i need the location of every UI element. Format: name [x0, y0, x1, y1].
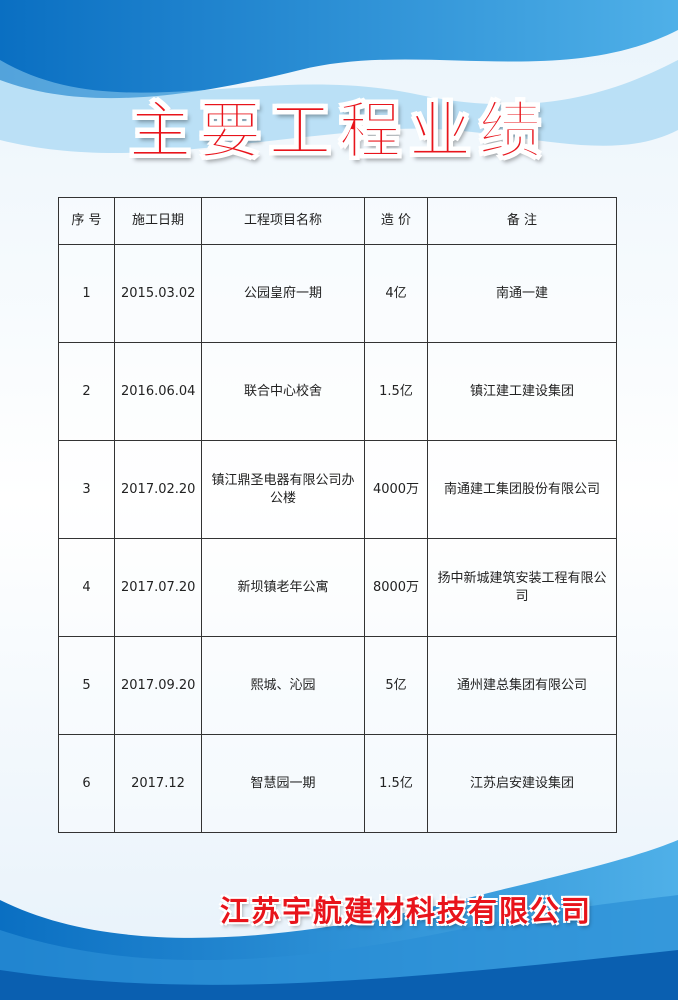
table-cell: 2016.06.04	[114, 342, 202, 441]
table-cell: 5	[58, 636, 115, 735]
table-cell: 2017.09.20	[114, 636, 202, 735]
table-cell: 6	[58, 734, 115, 833]
table-cell: 联合中心校舍	[201, 342, 365, 441]
table-cell: 新坝镇老年公寓	[201, 538, 365, 637]
table-cell: 江苏启安建设集团	[427, 734, 617, 833]
table-cell: 2015.03.02	[114, 244, 202, 343]
table-cell: 2017.07.20	[114, 538, 202, 637]
table-cell: 2017.02.20	[114, 440, 202, 539]
company-name: 江苏宇航建材科技有限公司	[220, 894, 593, 928]
table-cell: 公园皇府一期	[201, 244, 365, 343]
title: 主要工程业绩	[128, 94, 549, 168]
column-header: 工程项目名称	[201, 197, 365, 245]
table-cell: 南通建工集团股份有限公司	[427, 440, 617, 539]
table-cell: 镇江建工建设集团	[427, 342, 617, 441]
table-cell: 1.5亿	[364, 734, 428, 833]
column-header: 序 号	[58, 197, 115, 245]
column-header: 备 注	[427, 197, 617, 245]
table-cell: 熙城、沁园	[201, 636, 365, 735]
table-row: 6 2017.12 智慧园一期 1.5亿 江苏启安建设集团	[58, 734, 617, 833]
table-cell: 1	[58, 244, 115, 343]
table-row: 1 2015.03.02 公园皇府一期 4亿 南通一建	[58, 244, 617, 343]
table: 序 号施工日期 工程项目名称造 价备 注 1 2015.03.02 公园皇府一期 4亿南…	[58, 197, 617, 833]
table-row: 3 2017.02.20 镇江鼎圣电器有限公司办公楼 4000万 南通建工集团股份有限公…	[58, 440, 617, 539]
table-cell: 1.5亿	[364, 342, 428, 441]
table-cell: 扬中新城建筑安装工程有限公司	[427, 538, 617, 637]
table-cell: 2	[58, 342, 115, 441]
table-cell: 4	[58, 538, 115, 637]
table-cell: 2017.12	[114, 734, 202, 833]
table-row: 4 2017.07.20 新坝镇老年公寓 8000万 扬中新城建筑安装工程有限公司	[58, 538, 617, 637]
table-cell: 4亿	[364, 244, 428, 343]
column-header: 造 价	[364, 197, 428, 245]
table-cell: 3	[58, 440, 115, 539]
table-cell: 智慧园一期	[201, 734, 365, 833]
column-header: 施工日期	[114, 197, 202, 245]
table-cell: 8000万	[364, 538, 428, 637]
table-cell: 4000万	[364, 440, 428, 539]
table-row: 2 2016.06.04 联合中心校舍 1.5亿 镇江建工建设集团	[58, 342, 617, 441]
table-cell: 南通一建	[427, 244, 617, 343]
table-cell: 通州建总集团有限公司	[427, 636, 617, 735]
table-cell: 5亿	[364, 636, 428, 735]
table-row: 5 2017.09.20 熙城、沁园 5亿 通州建总集团有限公司	[58, 636, 617, 735]
header-row: 序 号施工日期 工程项目名称造 价备 注	[58, 197, 617, 245]
table-cell: 镇江鼎圣电器有限公司办公楼	[201, 440, 365, 539]
